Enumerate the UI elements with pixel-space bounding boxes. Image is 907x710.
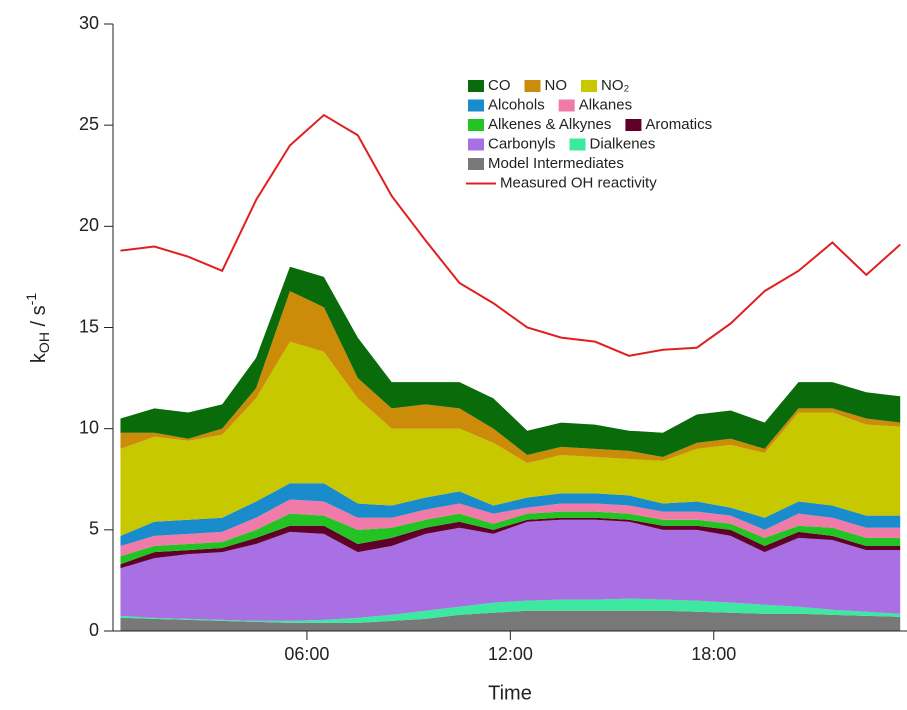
- x-axis-label: Time: [488, 682, 532, 704]
- legend-label: Measured OH reactivity: [500, 174, 657, 191]
- area: [120, 266, 901, 457]
- legend-label: Aromatics: [645, 116, 712, 133]
- legend-swatch: [468, 138, 484, 151]
- y-label-part: -1: [23, 293, 39, 306]
- area: [120, 610, 901, 631]
- y-tick-label: 5: [89, 519, 99, 539]
- legend-label: NO: [545, 77, 568, 94]
- y-label-part: OH: [36, 332, 52, 353]
- legend-label: CO: [488, 77, 511, 94]
- y-label-part: k: [28, 352, 50, 363]
- area: [120, 291, 901, 464]
- plot-area: [120, 113, 901, 631]
- legend-label: NO₂: [601, 77, 630, 94]
- legend-label: Alkenes & Alkynes: [488, 116, 611, 133]
- measured-line: [120, 113, 901, 357]
- y-tick-label: 30: [79, 13, 99, 33]
- y-tick-label: 10: [79, 417, 99, 437]
- y-axis-label: kOH / s-1: [23, 293, 52, 363]
- legend-swatch: [569, 138, 586, 151]
- area: [120, 341, 901, 536]
- area: [120, 598, 901, 623]
- legend-label: Carbonyls: [488, 135, 556, 152]
- legend-swatch: [524, 80, 541, 92]
- legend-label: Alkanes: [579, 96, 632, 113]
- area: [120, 511, 901, 565]
- legend-swatch: [468, 80, 484, 92]
- legend-swatch: [558, 99, 575, 112]
- y-tick-label: 0: [89, 620, 99, 640]
- legend-swatch: [468, 119, 484, 131]
- legend-label: Alcohols: [488, 96, 545, 113]
- y-tick-label: 25: [79, 114, 99, 134]
- legend-swatch: [468, 99, 484, 112]
- x-tick-label: 18:00: [691, 644, 736, 664]
- y-tick-label: 20: [79, 215, 99, 235]
- area: [120, 517, 901, 569]
- legend-swatch: [625, 119, 642, 131]
- legend-label: Model Intermediates: [488, 155, 624, 172]
- area: [120, 499, 901, 557]
- area: [120, 483, 901, 547]
- legend-label: Dialkenes: [590, 135, 656, 152]
- y-label-part: / s: [28, 305, 50, 332]
- y-tick-label: 15: [79, 316, 99, 336]
- area: [120, 519, 901, 621]
- legend-swatch: [581, 80, 597, 92]
- x-tick-label: 06:00: [284, 644, 329, 664]
- x-tick-label: 12:00: [488, 644, 533, 664]
- legend-swatch: [468, 158, 484, 170]
